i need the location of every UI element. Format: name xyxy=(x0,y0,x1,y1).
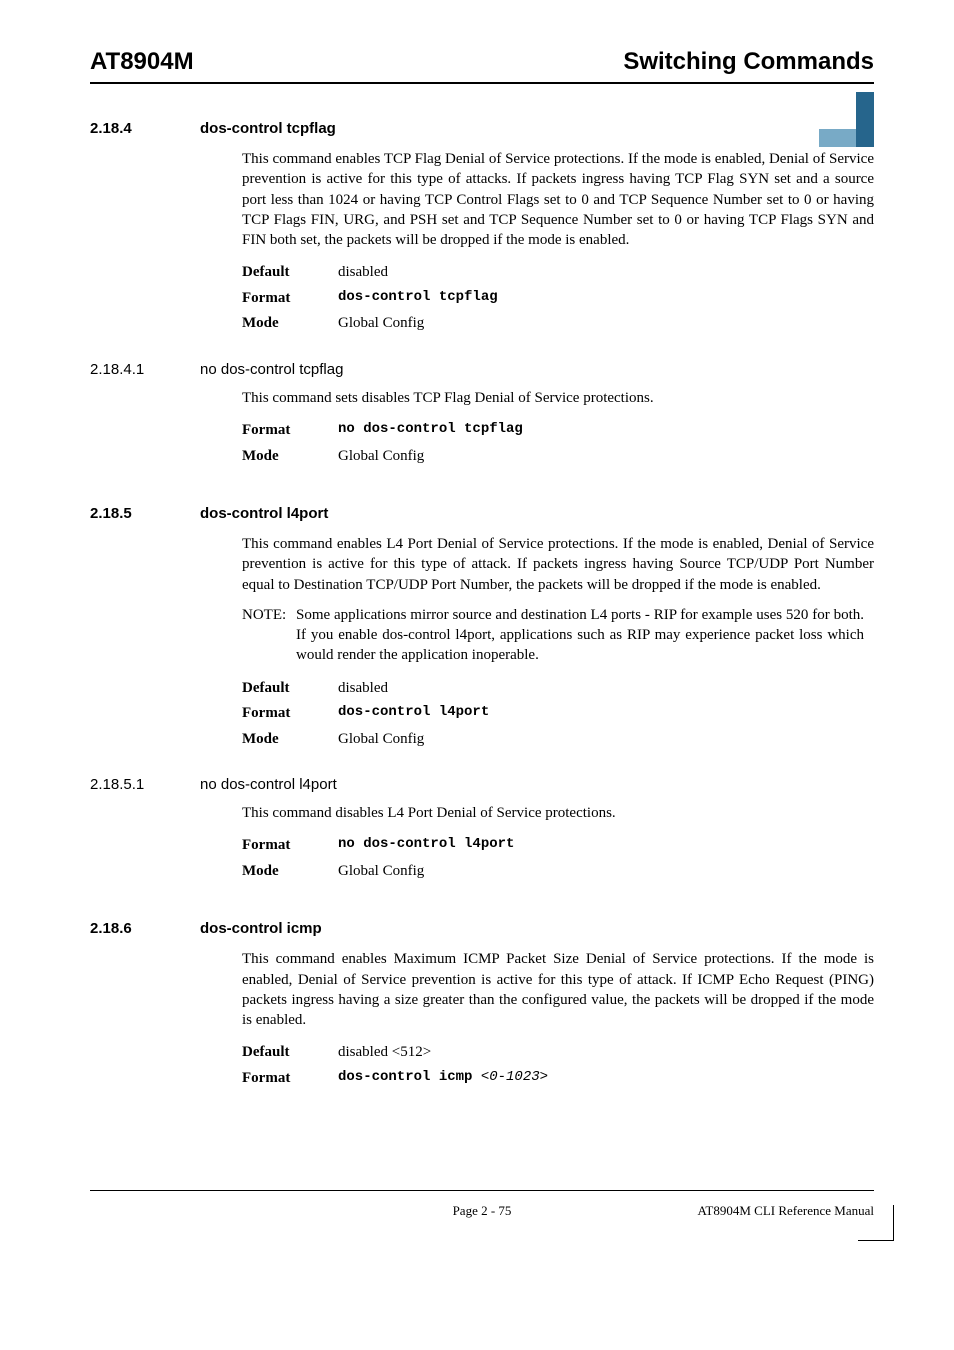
subsection-heading: 2.18.5.1 no dos-control l4port xyxy=(90,776,874,793)
def-label: Mode xyxy=(242,311,338,337)
header-right: Switching Commands xyxy=(623,48,874,76)
def-label: Mode xyxy=(242,859,338,885)
def-value: dos-control l4port xyxy=(338,701,874,727)
def-value: Global Config xyxy=(338,727,874,753)
def-label: Default xyxy=(242,1040,338,1066)
subsection-body: This command disables L4 Port Denial of … xyxy=(242,803,874,823)
def-value: Global Config xyxy=(338,311,874,337)
format-cmd: dos-control icmp xyxy=(338,1069,481,1085)
section-title: dos-control l4port xyxy=(200,505,328,522)
note-label: NOTE: xyxy=(242,605,296,666)
def-format: Format dos-control tcpflag xyxy=(242,286,874,312)
def-label: Mode xyxy=(242,444,338,470)
header-left: AT8904M xyxy=(90,48,194,76)
def-value: disabled xyxy=(338,260,874,286)
corner-graphic xyxy=(819,92,874,147)
section-title: dos-control icmp xyxy=(200,920,322,937)
def-label: Format xyxy=(242,833,338,859)
def-value: no dos-control tcpflag xyxy=(338,418,874,444)
def-value: Global Config xyxy=(338,859,874,885)
section-number: 2.18.6 xyxy=(90,920,200,937)
section-body: This command enables TCP Flag Denial of … xyxy=(242,149,874,250)
def-label: Mode xyxy=(242,727,338,753)
subsection-title: no dos-control l4port xyxy=(200,776,337,793)
section-body: This command enables Maximum ICMP Packet… xyxy=(242,949,874,1030)
section-number: 2.18.4 xyxy=(90,120,200,137)
subsection-body: This command sets disables TCP Flag Deni… xyxy=(242,388,874,408)
page-footer: Page 2 - 75 AT8904M CLI Reference Manual xyxy=(90,1190,874,1219)
subsection-title: no dos-control tcpflag xyxy=(200,361,343,378)
def-label: Default xyxy=(242,260,338,286)
section-heading: 2.18.4 dos-control tcpflag xyxy=(90,120,874,137)
def-value: Global Config xyxy=(338,444,874,470)
def-default: Default disabled xyxy=(242,676,874,702)
note-text: Some applications mirror source and dest… xyxy=(296,605,864,666)
def-default: Default disabled xyxy=(242,260,874,286)
def-label: Default xyxy=(242,676,338,702)
def-format: Format dos-control l4port xyxy=(242,701,874,727)
note-block: NOTE: Some applications mirror source an… xyxy=(242,605,874,666)
def-value: dos-control tcpflag xyxy=(338,286,874,312)
section-heading: 2.18.6 dos-control icmp xyxy=(90,920,874,937)
section-body: This command enables L4 Port Denial of S… xyxy=(242,534,874,595)
def-label: Format xyxy=(242,701,338,727)
subsection-number: 2.18.5.1 xyxy=(90,776,200,793)
def-format: Format no dos-control l4port xyxy=(242,833,874,859)
def-label: Format xyxy=(242,1066,338,1092)
format-arg: <0-1023> xyxy=(481,1069,548,1085)
def-value: dos-control icmp <0-1023> xyxy=(338,1066,874,1092)
def-mode: Mode Global Config xyxy=(242,859,874,885)
section-number: 2.18.5 xyxy=(90,505,200,522)
def-value: no dos-control l4port xyxy=(338,833,874,859)
def-default: Default disabled <512> xyxy=(242,1040,874,1066)
section-heading: 2.18.5 dos-control l4port xyxy=(90,505,874,522)
subsection-number: 2.18.4.1 xyxy=(90,361,200,378)
def-value: disabled xyxy=(338,676,874,702)
def-mode: Mode Global Config xyxy=(242,311,874,337)
def-format: Format dos-control icmp <0-1023> xyxy=(242,1066,874,1092)
subsection-heading: 2.18.4.1 no dos-control tcpflag xyxy=(90,361,874,378)
def-mode: Mode Global Config xyxy=(242,444,874,470)
section-title: dos-control tcpflag xyxy=(200,120,336,137)
footer-page-number: Page 2 - 75 xyxy=(90,1203,874,1219)
def-value: disabled <512> xyxy=(338,1040,874,1066)
page-header: AT8904M Switching Commands xyxy=(90,48,874,84)
def-mode: Mode Global Config xyxy=(242,727,874,753)
def-format: Format no dos-control tcpflag xyxy=(242,418,874,444)
def-label: Format xyxy=(242,286,338,312)
def-label: Format xyxy=(242,418,338,444)
